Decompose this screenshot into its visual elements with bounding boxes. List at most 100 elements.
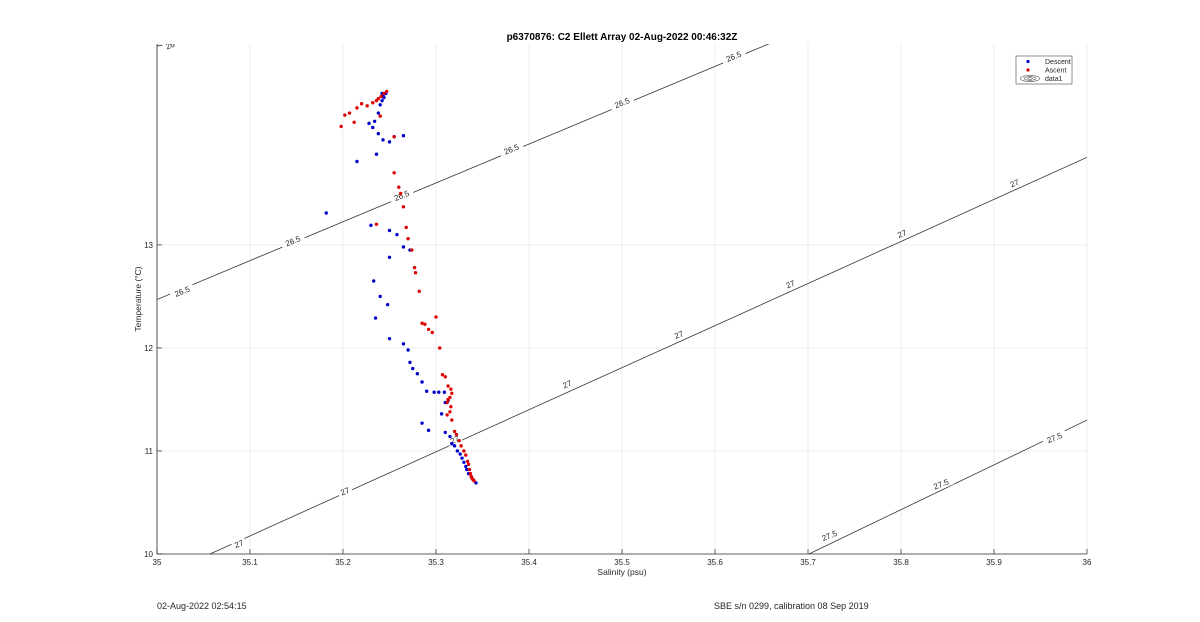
y-axis-label: Temperature (°C) xyxy=(133,266,143,331)
axis-ticks: 35 35.1 35.2 35.3 35.4 35.5 35.6 35.7 35.8 35.9 36… xyxy=(144,241,1092,567)
ascent-point xyxy=(465,459,470,463)
x-tick-label: 35.1 xyxy=(242,558,258,567)
contour-label-bg xyxy=(720,47,747,66)
ascent-point xyxy=(374,222,379,227)
contour-label-bg xyxy=(498,139,525,159)
ascent-point xyxy=(417,289,421,293)
descent-point xyxy=(371,125,375,130)
contour-label: 26 xyxy=(161,39,179,53)
contour-label-text: 27 xyxy=(233,538,245,550)
descent-point xyxy=(369,223,373,228)
ascent-point xyxy=(378,114,382,118)
ascent-point xyxy=(467,467,472,472)
ascent-point xyxy=(430,330,434,335)
descent-point xyxy=(406,348,410,352)
contour-label-bg xyxy=(670,327,688,342)
contour-label: 27 xyxy=(336,483,354,499)
ascent-point xyxy=(452,429,457,434)
x-tick-label: 35 xyxy=(153,558,162,567)
x-tick-label: 35.3 xyxy=(428,558,444,567)
descent-point xyxy=(371,279,376,283)
legend-descent-marker xyxy=(1026,59,1030,64)
descent-point xyxy=(373,316,378,320)
ascent-point xyxy=(423,322,427,326)
contour-label-text: 26 xyxy=(164,39,176,51)
ascent-point xyxy=(352,120,356,125)
contour-label-bg xyxy=(1041,428,1068,447)
contour-label-bg xyxy=(927,474,954,494)
ascent-point xyxy=(398,191,403,196)
legend-contour-label: data1 xyxy=(1045,76,1063,83)
legend-contour-icon xyxy=(1019,75,1041,82)
descent-point xyxy=(387,228,392,233)
descent-point xyxy=(380,98,384,103)
ascent-point xyxy=(457,438,461,443)
x-axis-label: Salinity (psu) xyxy=(597,567,646,577)
ascent-point xyxy=(445,400,449,405)
descent-point xyxy=(401,245,406,249)
contour-label-bg xyxy=(893,226,911,241)
contour-label: 27 xyxy=(893,226,911,241)
contour-label: 27 xyxy=(558,376,576,392)
legend-ascent-marker xyxy=(1026,68,1030,72)
descent-point xyxy=(401,342,406,346)
descent-point xyxy=(378,294,382,299)
ascent-point xyxy=(371,101,375,105)
ascent-point xyxy=(404,225,408,230)
descent-point xyxy=(420,380,424,384)
descent-point xyxy=(458,452,462,456)
series-ascent xyxy=(339,89,476,483)
contour-label-text: 27 xyxy=(562,378,574,390)
footer-calibration: SBE s/n 0299, calibration 08 Sep 2019 xyxy=(714,601,869,611)
descent-point xyxy=(411,366,415,371)
descent-point xyxy=(448,434,452,439)
ascent-point xyxy=(382,91,386,96)
descent-point xyxy=(439,412,444,416)
contour-label: 27 xyxy=(1006,175,1023,191)
chart-title: p6370876: C2 Ellett Array 02-Aug-2022 00… xyxy=(507,32,738,43)
contour-label-text: 27 xyxy=(339,486,351,498)
descent-point xyxy=(355,159,359,164)
y-tick-label: 12 xyxy=(144,344,153,353)
legend-ascent-label: Ascent xyxy=(1045,68,1066,75)
ascent-point xyxy=(412,265,417,270)
descent-point xyxy=(376,131,381,136)
contour-label-bg xyxy=(558,376,576,392)
descent-point xyxy=(415,371,420,376)
contour-label-bg xyxy=(169,282,196,301)
descent-point xyxy=(452,444,457,448)
descent-point xyxy=(387,336,392,341)
contour-label-bg xyxy=(336,483,354,499)
descent-point xyxy=(426,428,431,433)
ascent-point xyxy=(397,185,401,189)
contour-label-bg xyxy=(816,526,843,545)
ascent-point xyxy=(420,321,424,325)
contour-label-bg xyxy=(609,93,635,112)
contour-label: 27 xyxy=(670,327,688,342)
ascent-point xyxy=(449,387,453,391)
descent-point xyxy=(432,390,436,394)
ascent-point xyxy=(446,397,450,402)
descent-point xyxy=(387,255,392,259)
data-series xyxy=(324,89,478,485)
ascent-point xyxy=(443,375,447,379)
ascent-point xyxy=(446,384,450,388)
ascent-point xyxy=(379,94,383,99)
descent-point xyxy=(324,211,328,215)
descent-point xyxy=(425,389,429,393)
ascent-point xyxy=(410,248,414,252)
ascent-point xyxy=(392,171,396,175)
contour-label-bg xyxy=(161,44,179,53)
ascent-point xyxy=(454,432,459,437)
descent-point xyxy=(382,95,386,100)
descent-point xyxy=(376,111,381,115)
ascent-point xyxy=(359,102,364,106)
grid-lines xyxy=(157,44,1088,554)
ascent-point xyxy=(392,135,396,139)
ascent-point xyxy=(466,462,471,467)
contour-label-bg xyxy=(781,276,799,292)
descent-point xyxy=(408,360,412,365)
y-tick-label: 13 xyxy=(144,241,153,250)
ascent-point xyxy=(468,471,473,476)
ascent-point xyxy=(448,410,452,414)
